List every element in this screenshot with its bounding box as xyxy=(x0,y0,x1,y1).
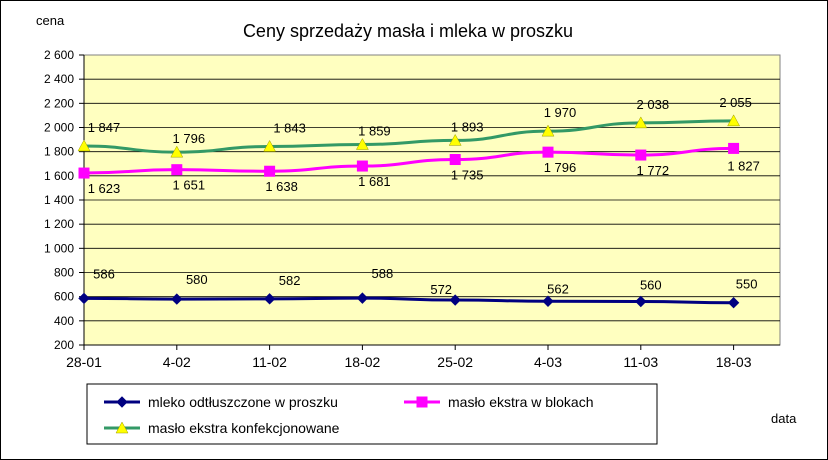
skim-milk-point xyxy=(78,292,90,305)
butter-blocks-data-label: 1 796 xyxy=(544,160,577,175)
butter-blocks-data-label: 1 827 xyxy=(727,158,760,173)
y-tick-label: 400 xyxy=(54,314,74,328)
legend-entry-butter-packaged: masło ekstra konfekcjonowane xyxy=(148,420,340,436)
legend-marker-butter-blocks xyxy=(416,396,428,408)
butter-packaged-point xyxy=(170,145,184,158)
butter-packaged-point xyxy=(77,139,91,152)
y-axis-label: cena xyxy=(36,13,65,28)
skim-milk-point xyxy=(356,292,369,304)
butter-packaged-point xyxy=(541,124,555,137)
butter-packaged-data-label: 1 859 xyxy=(358,124,391,139)
butter-blocks-data-label: 1 772 xyxy=(637,163,670,178)
butter-blocks-point xyxy=(728,142,740,154)
butter-packaged-point xyxy=(634,116,648,129)
skim-milk-point xyxy=(171,293,183,305)
butter-blocks-data-label: 1 735 xyxy=(451,168,484,183)
y-tick-label: 2 400 xyxy=(44,72,74,86)
butter-blocks-point xyxy=(635,149,647,161)
butter-packaged-data-label: 1 796 xyxy=(173,131,206,146)
butter-blocks-point xyxy=(542,146,554,158)
butter-packaged-data-label: 1 893 xyxy=(451,119,484,134)
butter-packaged-point xyxy=(355,138,369,150)
skim-milk-data-label: 562 xyxy=(547,281,569,296)
butter-packaged-data-label: 1 847 xyxy=(88,120,121,135)
butter-packaged-data-label: 1 970 xyxy=(544,105,577,120)
butter-blocks-point xyxy=(449,154,461,166)
x-tick-label: 28-01 xyxy=(66,354,102,370)
x-tick-label: 11-03 xyxy=(623,354,658,370)
legend-marker-skim-milk xyxy=(116,396,128,408)
skim-milk-data-label: 560 xyxy=(640,278,662,293)
legend-entry-butter-blocks: masło ekstra w blokach xyxy=(448,394,594,410)
butter-blocks-data-label: 1 638 xyxy=(265,179,298,194)
butter-blocks-point xyxy=(78,167,90,179)
x-tick-label: 18-02 xyxy=(344,354,380,370)
butter-packaged-point xyxy=(263,139,277,152)
y-tick-label: 200 xyxy=(54,338,74,352)
butter-blocks-point xyxy=(264,165,276,177)
skim-milk-point xyxy=(727,297,740,309)
skim-milk-data-label: 582 xyxy=(279,273,301,288)
x-tick-label: 25-02 xyxy=(437,354,473,370)
skim-milk-data-label: 580 xyxy=(186,272,208,287)
butter-blocks-data-label: 1 651 xyxy=(173,178,206,193)
skim-milk-data-label: 586 xyxy=(93,266,115,281)
butter-blocks-point xyxy=(171,164,183,176)
skim-milk-point xyxy=(449,294,461,306)
x-tick-label: 4-03 xyxy=(534,354,562,370)
x-tick-label: 4-02 xyxy=(163,354,191,370)
x-tick-label: 18-03 xyxy=(716,354,752,370)
butter-blocks-line xyxy=(83,146,734,175)
legend-entry-skim-milk: mleko odtłuszczone w proszku xyxy=(148,394,338,410)
butter-packaged-line xyxy=(83,119,734,154)
y-tick-label: 2 000 xyxy=(44,121,74,135)
butter-blocks-data-label: 1 623 xyxy=(88,181,121,196)
skim-milk-point xyxy=(542,295,554,307)
y-tick-label: 2 600 xyxy=(44,48,74,62)
butter-packaged-point xyxy=(448,133,462,146)
y-tick-label: 600 xyxy=(54,290,74,304)
chart-title: Ceny sprzedaży masła i mleka w proszku xyxy=(243,21,573,41)
y-tick-label: 1 200 xyxy=(44,217,74,231)
butter-packaged-point xyxy=(727,114,741,127)
y-tick-label: 1 600 xyxy=(44,169,74,183)
butter-packaged-data-label: 2 055 xyxy=(719,95,752,110)
skim-milk-data-label: 572 xyxy=(430,282,452,297)
skim-milk-point xyxy=(263,293,276,305)
skim-milk-data-label: 550 xyxy=(736,277,758,292)
y-tick-label: 2 200 xyxy=(44,96,74,110)
y-tick-label: 1 400 xyxy=(44,193,74,207)
x-axis-label: data xyxy=(771,411,797,426)
y-tick-label: 1 800 xyxy=(44,145,74,159)
y-tick-label: 1 000 xyxy=(44,241,74,255)
legend-marker-butter-packaged xyxy=(115,421,129,434)
skim-milk-point xyxy=(635,295,647,308)
skim-milk-data-label: 588 xyxy=(372,266,394,281)
x-tick-label: 11-02 xyxy=(252,354,287,370)
butter-packaged-data-label: 2 038 xyxy=(637,97,670,112)
legend-box xyxy=(86,383,658,445)
skim-milk-line xyxy=(83,296,734,305)
butter-packaged-data-label: 1 843 xyxy=(273,120,306,135)
butter-blocks-data-label: 1 681 xyxy=(358,174,391,189)
butter-blocks-point xyxy=(356,160,368,172)
y-tick-label: 800 xyxy=(54,266,74,280)
